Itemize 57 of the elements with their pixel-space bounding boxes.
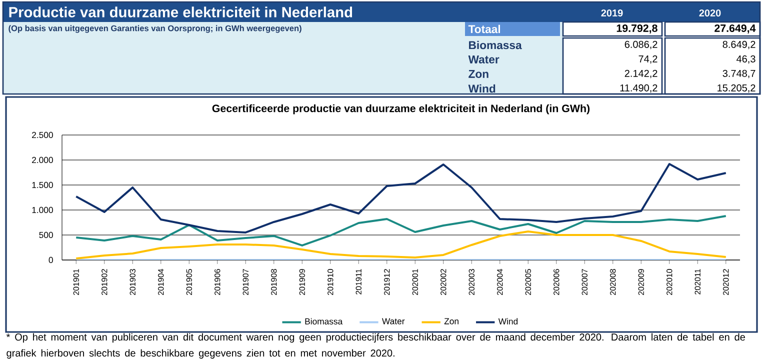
text: 2019 [601, 9, 623, 17]
text: 6.086,2 [624, 40, 658, 50]
line-series [75, 162, 727, 234]
text: 27.649,4 [714, 24, 756, 34]
text: 74,2 [638, 55, 658, 64]
x-tick-label: 201910 [328, 269, 334, 295]
x-tick-label: 201911 [356, 269, 362, 294]
x-tick-label: 202010 [666, 269, 672, 295]
y-tick-label: 0 [48, 256, 53, 264]
x-tick-label: 202009 [638, 269, 644, 295]
x-tick-label: 202001 [412, 269, 418, 295]
text: 11.490,2 [620, 84, 658, 93]
legend-label: Biomassa [305, 318, 343, 324]
x-tick-label: 202005 [525, 269, 531, 295]
x-tick-label: 201904 [158, 268, 164, 295]
x-tick-label: 201902 [102, 269, 108, 295]
x-tick-label: 202004 [497, 268, 503, 295]
text: 2020 [699, 9, 721, 17]
y-tick-label: 2.500 [32, 132, 53, 138]
x-tick-label: 202012 [723, 269, 729, 295]
x-tick-label: 201903 [130, 269, 136, 295]
legend-label: Wind [498, 318, 518, 324]
legend-label: Zon [444, 318, 458, 324]
x-tick-label: 201907 [242, 269, 248, 295]
text: 19.792,8 [616, 24, 658, 34]
x-tick-label: 202006 [554, 269, 560, 295]
text: 2.142,2 [624, 70, 658, 78]
x-tick-label: 202008 [610, 269, 616, 295]
x-tick-label: 201906 [214, 269, 220, 295]
x-tick-label: 202002 [440, 269, 446, 295]
text: Wind [468, 84, 496, 93]
text: 3.748,7 [722, 70, 756, 78]
text: Water [468, 56, 500, 64]
y-tick-label: 1.000 [32, 206, 53, 214]
y-tick-label: 2.000 [32, 156, 53, 164]
text: * Op het moment van publiceren van dit document waren nog geen productiecijfers beschikbaar over de maand december 2020. Daarom laten de tabel en de grafiek hierboven slechts de beschikbare gegevens zien tot en met november 2020. [6, 333, 745, 359]
x-tick-label: 201912 [384, 269, 390, 295]
text: (Op basis van uitgegeven Garanties van Oorsprong; in GWh weergegeven) [8, 25, 302, 33]
y-tick-label: 500 [39, 232, 53, 238]
text: Productie van duurzame elektriciteit in Nederland [9, 6, 352, 18]
chart-title: Gecertificeerde productie van duurzame elektriciteit in Nederland (in GWh) [212, 104, 590, 114]
text: Totaal [468, 24, 500, 34]
x-tick-label: 201901 [73, 269, 79, 295]
x-tick-label: 201908 [271, 269, 277, 295]
x-tick-label: 201909 [299, 269, 305, 295]
text: Zon [468, 70, 488, 78]
x-tick-label: 202003 [468, 269, 474, 295]
line-series [75, 214, 727, 246]
x-tick-label: 202011 [694, 269, 700, 294]
x-tick-label: 202007 [582, 269, 588, 295]
y-tick-label: 1.500 [32, 182, 53, 188]
x-tick-label: 201905 [186, 269, 192, 295]
legend-label: Water [382, 318, 405, 324]
text: 8.649,2 [722, 40, 756, 50]
text: Biomassa [469, 40, 522, 50]
text: 15.205,2 [718, 84, 756, 93]
text: 46,3 [736, 55, 756, 64]
